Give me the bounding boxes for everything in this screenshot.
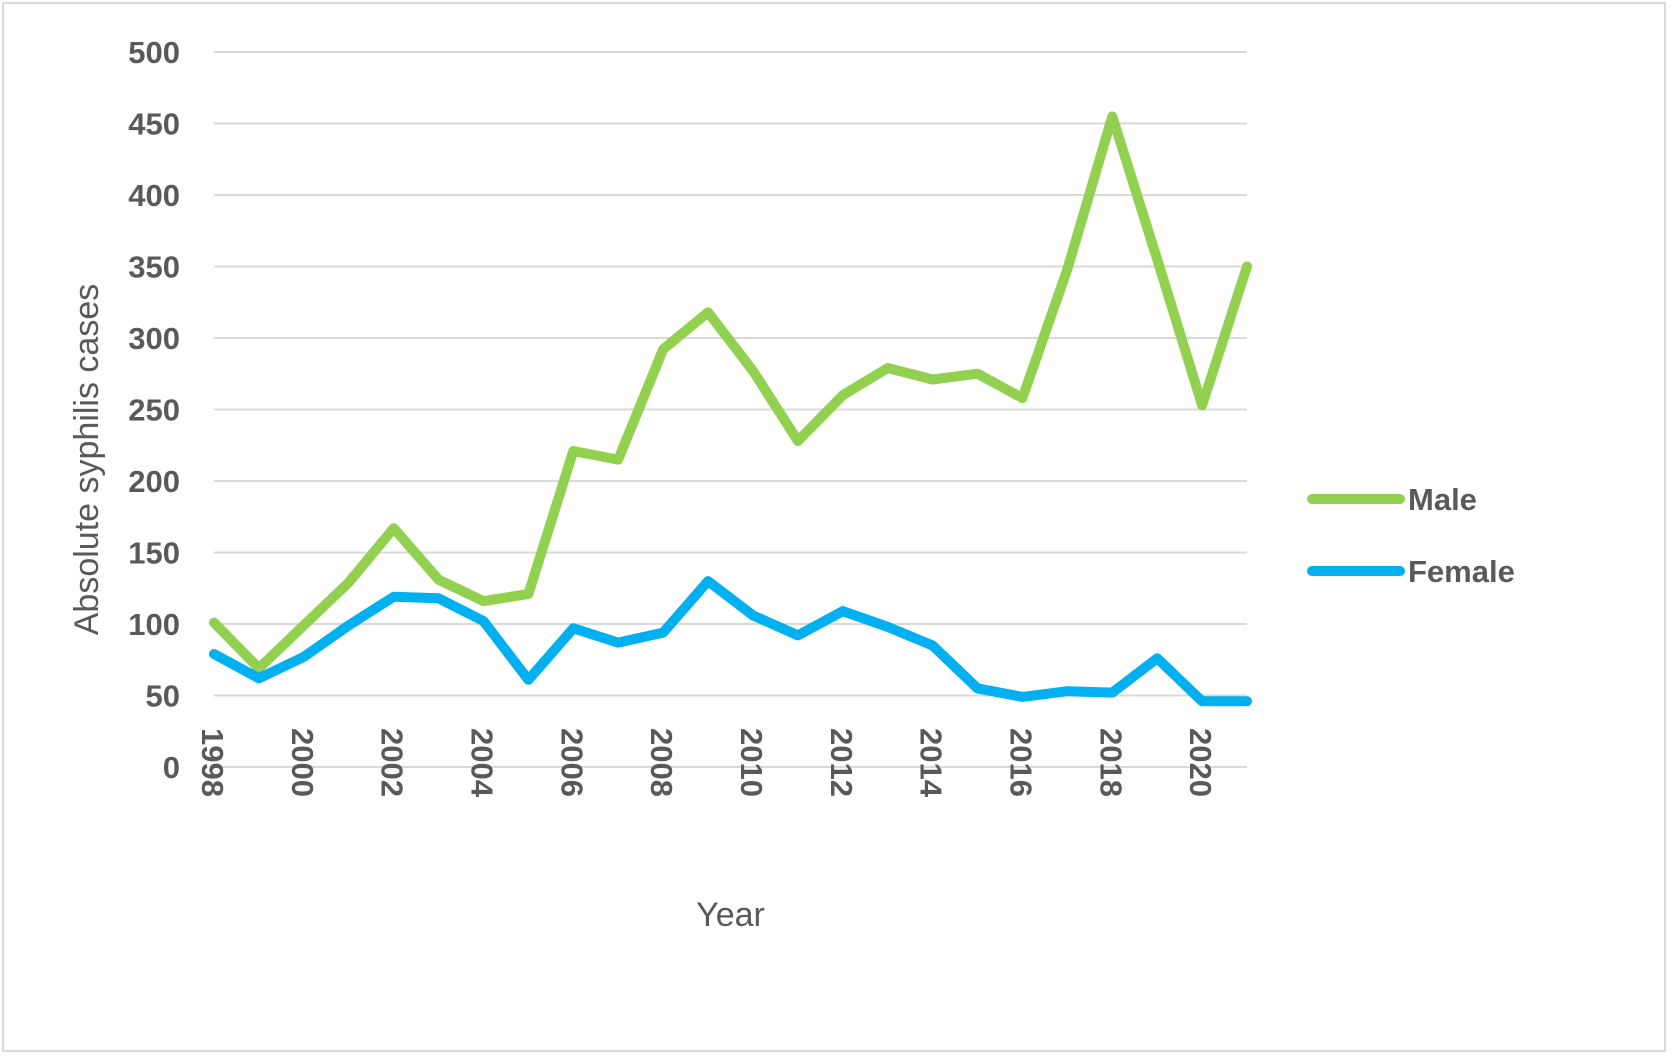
x-tick-label: 2006 xyxy=(554,728,589,797)
series-line-male xyxy=(209,111,1252,674)
data-point-female xyxy=(393,596,395,598)
data-point-female xyxy=(438,597,440,599)
data-point-male xyxy=(258,667,260,669)
data-point-female xyxy=(483,620,484,622)
x-tick-label: 2018 xyxy=(1093,728,1128,797)
data-point-male xyxy=(393,527,395,529)
data-point-female xyxy=(932,645,934,646)
data-point-female xyxy=(258,677,260,679)
x-tick-label: 2000 xyxy=(285,728,320,797)
data-point-male xyxy=(932,379,934,380)
x-tick-label: 2014 xyxy=(914,728,949,798)
x-tick-label: 2016 xyxy=(1003,728,1038,797)
x-tick-label: 1998 xyxy=(195,728,230,797)
y-tick-label: 400 xyxy=(128,178,180,213)
data-point-female xyxy=(662,632,664,634)
data-point-male xyxy=(348,582,350,583)
y-tick-label: 300 xyxy=(128,321,180,356)
data-point-male xyxy=(438,579,440,581)
gridlines xyxy=(214,51,1247,768)
data-point-male xyxy=(842,394,844,396)
data-point-female xyxy=(617,642,619,644)
data-point-female xyxy=(797,634,799,636)
data-point-female xyxy=(213,653,215,655)
series-lines xyxy=(209,111,1252,707)
data-point-male xyxy=(797,440,799,442)
y-tick-label: 200 xyxy=(128,464,180,499)
data-point-male xyxy=(1201,404,1203,406)
legend: Male Female xyxy=(1307,482,1515,589)
data-point-female xyxy=(1066,690,1068,692)
data-point-male xyxy=(527,593,529,595)
data-point-male xyxy=(303,624,305,626)
data-point-female xyxy=(303,656,305,658)
data-point-male xyxy=(617,459,619,461)
data-point-female xyxy=(1156,657,1158,659)
y-tick-label: 250 xyxy=(128,393,180,428)
data-point-male xyxy=(662,348,664,350)
y-axis-ticks: 0 50 100 150 200 250 300 350 400 450 500 xyxy=(128,35,180,785)
data-point-female xyxy=(1246,700,1248,702)
y-tick-label: 150 xyxy=(128,536,180,571)
x-tick-label: 2008 xyxy=(644,728,679,797)
data-point-male xyxy=(1021,397,1023,399)
x-tick-label: 2012 xyxy=(824,728,859,797)
data-point-female xyxy=(887,626,889,628)
data-point-female xyxy=(842,610,844,612)
x-tick-label: 2020 xyxy=(1183,728,1218,797)
y-tick-label: 0 xyxy=(163,750,180,785)
data-point-male xyxy=(1246,266,1248,267)
y-tick-label: 500 xyxy=(128,35,180,70)
x-tick-label: 2002 xyxy=(375,728,410,797)
y-tick-label: 350 xyxy=(128,250,180,285)
data-point-female xyxy=(1111,692,1113,694)
line-chart: 0 50 100 150 200 250 300 350 400 450 500 1998 2000 2… xyxy=(68,35,1515,934)
data-point-male xyxy=(572,450,574,452)
data-point-male xyxy=(213,622,215,624)
y-tick-label: 50 xyxy=(146,679,180,714)
x-axis-title: Year xyxy=(696,896,765,934)
data-point-female xyxy=(707,580,709,582)
data-point-male xyxy=(977,373,978,375)
data-point-female xyxy=(752,614,754,616)
data-point-female xyxy=(977,687,978,689)
legend-label-female: Female xyxy=(1408,554,1515,589)
y-tick-label: 450 xyxy=(128,107,180,142)
data-point-female xyxy=(348,624,350,626)
y-axis-title: Absolute syphilis cases xyxy=(68,284,106,636)
data-point-male xyxy=(752,370,754,372)
data-point-female xyxy=(572,627,574,629)
data-point-female xyxy=(1201,700,1203,702)
data-point-female xyxy=(527,679,529,681)
series-line-female xyxy=(209,576,1252,707)
data-point-female xyxy=(1021,696,1023,698)
legend-label-male: Male xyxy=(1408,482,1477,517)
data-point-male xyxy=(483,600,484,602)
data-point-male xyxy=(1156,258,1158,260)
x-tick-label: 2010 xyxy=(734,728,769,797)
data-point-male xyxy=(707,311,709,313)
x-tick-label: 2004 xyxy=(464,728,499,798)
data-point-male xyxy=(1066,268,1068,270)
y-tick-label: 100 xyxy=(128,607,180,642)
data-point-male xyxy=(887,367,889,369)
data-point-male xyxy=(1111,115,1113,117)
x-axis-ticks: 1998 2000 2002 2004 2006 2008 2010 2012 2014 2016… xyxy=(195,728,1218,798)
